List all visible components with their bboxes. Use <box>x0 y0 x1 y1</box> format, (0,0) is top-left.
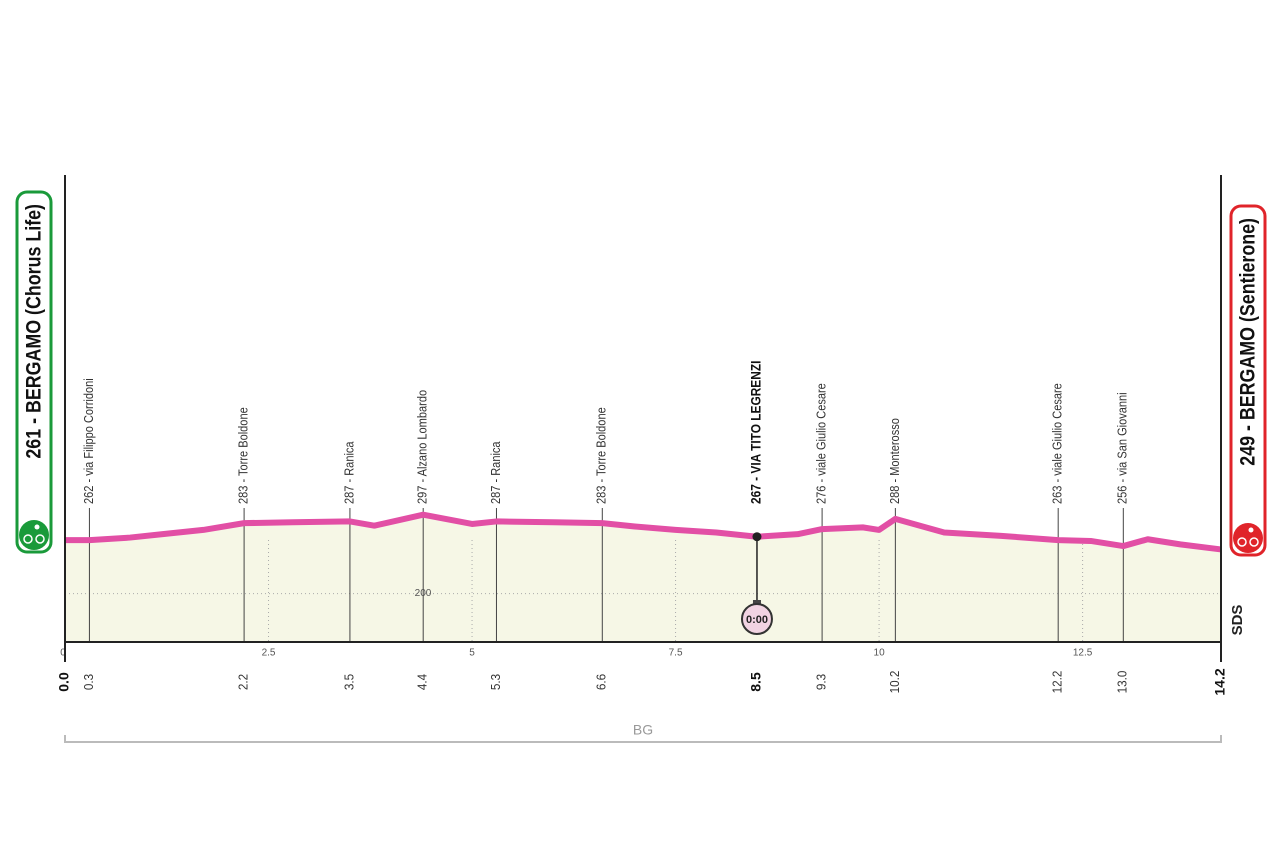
waypoint-label: 256 - via San Giovanni <box>1115 392 1130 504</box>
finish-icon-head <box>1248 527 1254 533</box>
x-tick-label: 5 <box>469 648 475 659</box>
stopwatch-time: 0:00 <box>746 614 768 626</box>
waypoint-label: 263 - viale Giulio Cesare <box>1050 383 1065 504</box>
intermediate-label: 267 - VIA TITO LEGRENZI <box>748 361 764 504</box>
waypoint-km: 2.2 <box>236 674 251 690</box>
profile-area <box>65 514 1221 642</box>
start-icon-head <box>34 524 40 530</box>
province-bracket <box>64 735 1222 743</box>
waypoint-label: 297 - Alzano Lombardo <box>415 390 430 504</box>
finish-icon-wheel <box>1237 537 1247 547</box>
waypoint-km: 3.5 <box>342 674 357 690</box>
finish-label: 249 - BERGAMO (Sentierone) <box>1236 218 1260 466</box>
waypoint-label: 283 - Torre Boldone <box>236 407 251 504</box>
x-tick-label: 0 <box>60 648 66 659</box>
start-icon-wheel <box>35 534 45 544</box>
start-icon <box>19 520 49 550</box>
x-tick-label: 12.5 <box>1073 648 1093 659</box>
intermediate-dot <box>752 532 762 542</box>
waypoint-km: 12.2 <box>1050 671 1065 694</box>
waypoint-km: 13.0 <box>1115 671 1130 694</box>
finish-box <box>1229 204 1267 557</box>
x-tick-label: 2.5 <box>262 648 276 659</box>
finish-icon <box>1233 523 1263 553</box>
profile-line <box>65 511 1222 553</box>
finish-icon-wheel <box>1249 537 1259 547</box>
waypoint-km: 4.4 <box>415 674 430 690</box>
province-label: BG <box>633 722 653 738</box>
waypoint-km: 10.2 <box>887 671 902 694</box>
finish-km: 14.2 <box>1212 668 1228 695</box>
waypoint-km: 6.6 <box>594 674 609 690</box>
logo: SDS <box>1229 605 1246 636</box>
waypoint-label: 276 - viale Giulio Cesare <box>814 383 829 504</box>
waypoint-label: 262 - via Filippo Corridoni <box>81 378 96 504</box>
start-box <box>15 190 53 554</box>
waypoint-km: 0.3 <box>81 674 96 690</box>
waypoint-label: 287 - Ranica <box>342 441 357 504</box>
waypoint-label: 287 - Ranica <box>488 441 503 504</box>
stopwatch-button <box>752 600 761 605</box>
waypoint-km: 9.3 <box>814 674 829 690</box>
stopwatch <box>740 603 773 635</box>
x-tick-label: 7.5 <box>669 648 683 659</box>
x-tick-label: 10 <box>874 648 886 659</box>
start-label: 261 - BERGAMO (Chorus Life) <box>22 204 46 459</box>
start-km: 0.0 <box>56 672 72 692</box>
intermediate-km: 8.5 <box>748 672 764 692</box>
waypoint-label: 288 - Monterosso <box>887 418 902 504</box>
waypoint-label: 283 - Torre Boldone <box>594 407 609 504</box>
waypoint-km: 5.3 <box>488 674 503 690</box>
start-icon-wheel <box>23 534 33 544</box>
